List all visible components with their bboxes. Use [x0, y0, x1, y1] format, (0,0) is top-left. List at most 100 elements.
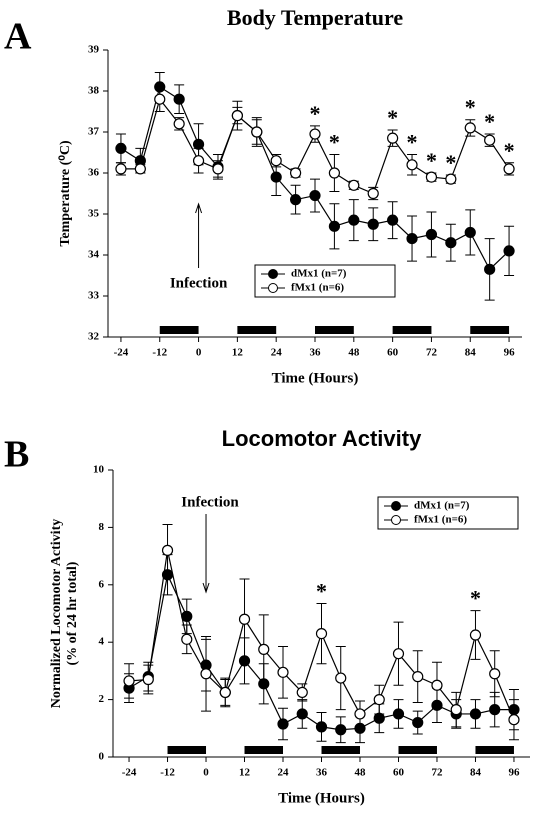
- data-point: [503, 163, 515, 175]
- data-point: [296, 708, 308, 720]
- y-tick-label: 35: [88, 208, 100, 220]
- y-axis-label: (% of 24 hr total): [65, 561, 80, 665]
- dark-period: [398, 746, 437, 754]
- data-point: [503, 245, 515, 257]
- x-tick-label: -12: [152, 347, 167, 359]
- data-point: [277, 718, 289, 730]
- dark-period: [321, 746, 360, 754]
- data-point: [387, 214, 399, 226]
- data-point: [354, 722, 366, 734]
- y-axis-label: Temperature (⁰C): [58, 140, 73, 247]
- data-point: [296, 686, 308, 699]
- data-point: [445, 173, 457, 185]
- y-tick-label: 37: [88, 126, 100, 138]
- data-point: [348, 214, 360, 226]
- data-point: [231, 109, 243, 122]
- x-tick-label: 24: [271, 347, 283, 359]
- annotation: Infection: [170, 275, 228, 291]
- data-point: [348, 179, 360, 191]
- dark-period: [167, 746, 207, 754]
- data-point: [115, 163, 127, 175]
- data-point: [270, 155, 282, 167]
- data-point: [328, 220, 341, 232]
- dark-period: [244, 746, 284, 754]
- data-point: [309, 189, 321, 202]
- data-point: [354, 708, 366, 720]
- x-tick-label: 24: [278, 767, 290, 779]
- significance-marker: *: [329, 130, 340, 155]
- y-tick-label: 6: [99, 578, 105, 590]
- data-point: [450, 704, 462, 716]
- x-tick-label: 12: [239, 767, 251, 779]
- data-point: [181, 610, 193, 622]
- significance-marker: *: [504, 138, 515, 163]
- data-point: [277, 666, 289, 678]
- data-point: [489, 668, 501, 680]
- data-point: [406, 159, 418, 171]
- legend-label: fMx1 (n=6): [414, 514, 467, 526]
- dark-period: [159, 326, 199, 334]
- x-tick-label: 36: [310, 347, 322, 359]
- data-point: [238, 655, 251, 667]
- x-axis-label: Time (Hours): [272, 370, 359, 386]
- chart-title: Locomotor Activity: [222, 426, 422, 451]
- annotation-arrow: [202, 514, 210, 594]
- data-point: [154, 93, 166, 105]
- data-point: [315, 721, 328, 733]
- data-point: [335, 672, 347, 684]
- data-point: [425, 228, 438, 241]
- x-tick-label: 0: [203, 767, 209, 779]
- dark-period: [237, 326, 277, 334]
- data-point: [508, 704, 520, 716]
- data-point: [289, 167, 302, 179]
- dark-period: [392, 326, 432, 334]
- data-point: [328, 167, 341, 179]
- y-tick-label: 36: [88, 167, 100, 179]
- data-point: [123, 675, 135, 687]
- significance-marker: *: [465, 95, 476, 120]
- data-point: [412, 671, 424, 683]
- data-point: [335, 724, 347, 736]
- legend-marker: [391, 515, 401, 525]
- data-point: [173, 118, 185, 130]
- legend-box: [254, 264, 396, 298]
- y-tick-label: 33: [88, 290, 100, 302]
- x-tick-label: 0: [196, 347, 202, 359]
- y-tick-label: 34: [88, 249, 100, 261]
- data-point: [238, 613, 251, 625]
- significance-marker: *: [316, 579, 327, 604]
- y-tick-label: 4: [99, 636, 105, 648]
- legend-marker: [268, 269, 278, 279]
- data-point: [309, 128, 321, 140]
- data-point: [387, 132, 399, 144]
- chart-title: Body Temperature: [227, 5, 403, 30]
- y-tick-label: 32: [88, 331, 100, 343]
- data-point: [431, 699, 443, 711]
- y-axis-label: Normalized Locomotor Activity: [49, 519, 64, 708]
- data-point: [173, 93, 185, 105]
- significance-marker: *: [470, 586, 481, 611]
- dark-period: [475, 746, 514, 754]
- data-point: [315, 627, 328, 640]
- data-point: [142, 673, 154, 686]
- x-tick-label: 36: [316, 767, 328, 779]
- data-point: [431, 679, 443, 691]
- legend-marker: [268, 283, 278, 293]
- y-tick-label: 2: [99, 693, 105, 705]
- data-point: [508, 714, 520, 726]
- data-point: [251, 126, 263, 138]
- data-point: [212, 163, 224, 175]
- y-tick-label: 0: [99, 751, 105, 763]
- x-tick-label: 84: [470, 767, 482, 779]
- dark-period: [470, 326, 510, 334]
- data-point: [258, 678, 270, 690]
- data-point: [484, 263, 496, 275]
- significance-marker: *: [426, 148, 437, 173]
- y-tick-label: 38: [88, 85, 100, 97]
- data-point: [161, 569, 174, 581]
- data-point: [425, 171, 438, 183]
- legend-box: [377, 496, 519, 530]
- legend: dMx1 (n=7) fMx1 (n=6): [254, 264, 396, 298]
- data-point: [154, 81, 166, 93]
- data-point: [270, 171, 282, 183]
